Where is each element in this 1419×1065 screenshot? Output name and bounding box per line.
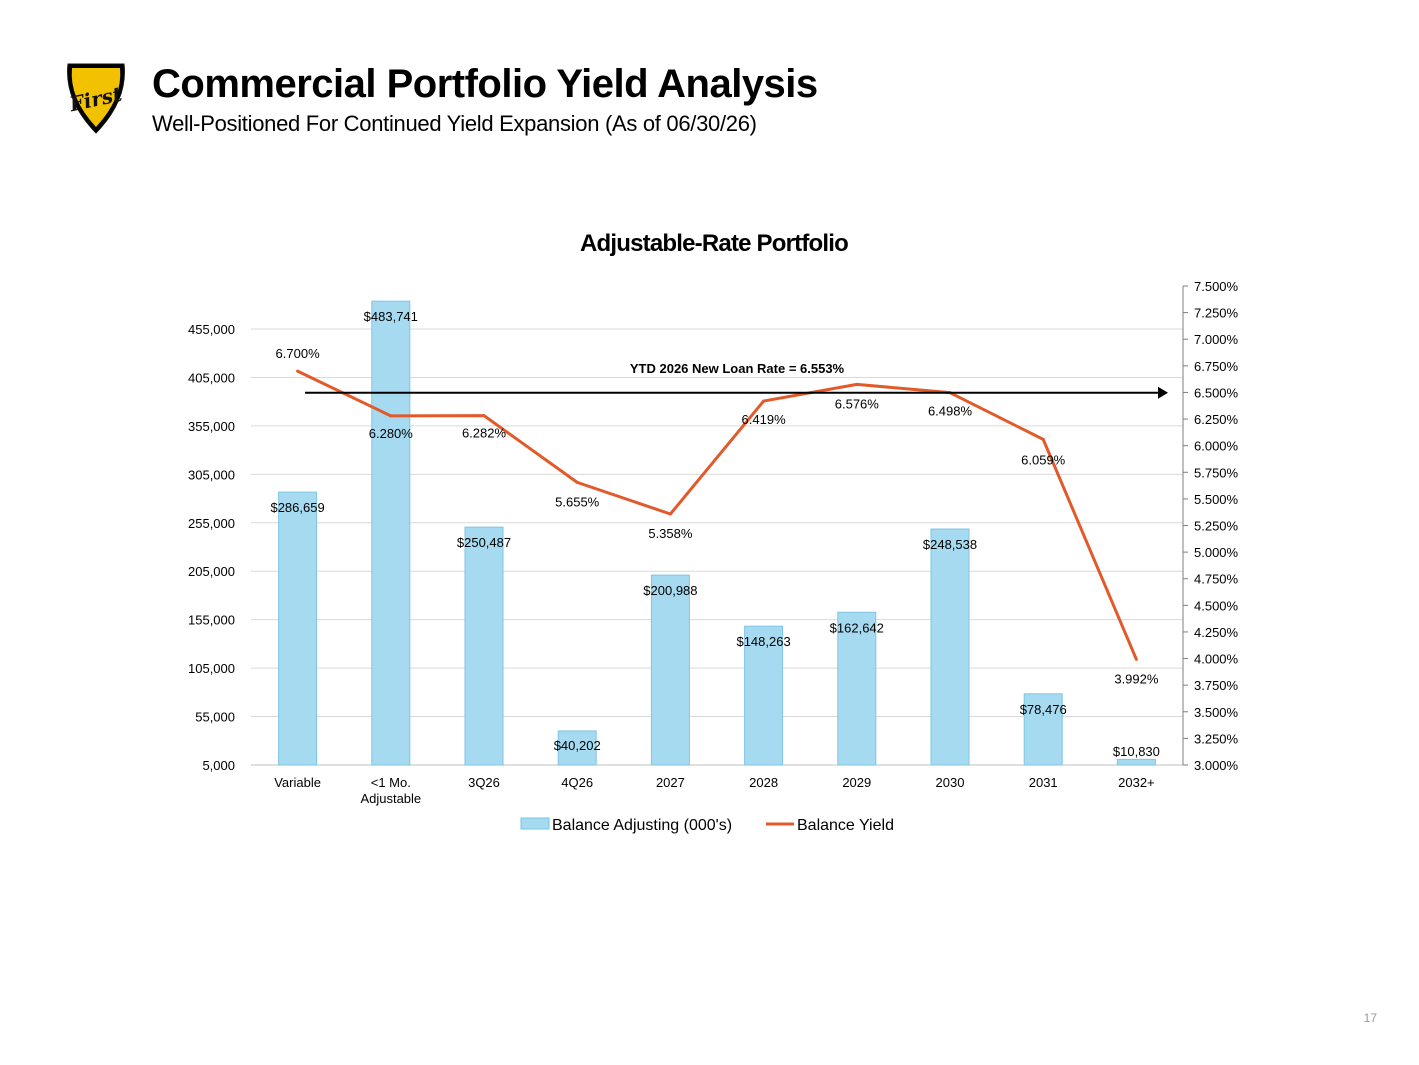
bar-data-label: $200,988 [643,583,697,598]
x-tick-label: <1 Mo. [371,775,411,790]
first-logo: First [66,63,125,134]
y-left-tick-label: 5,000 [202,758,235,773]
yield-point [296,369,300,373]
y-left-tick-label: 455,000 [188,322,235,337]
y-left-tick-label: 55,000 [195,710,235,725]
y-right-tick-label: 7.500% [1194,279,1239,294]
line-data-label: 6.576% [835,396,880,411]
yield-point [575,480,579,484]
y-left-tick-label: 205,000 [188,564,235,579]
y-right-tick-label: 7.250% [1194,306,1239,321]
y-right-tick-label: 4.000% [1194,652,1239,667]
yield-point [389,414,393,418]
legend-bar-swatch [520,817,550,830]
x-tick-label: 4Q26 [561,775,593,790]
y-right-tick-label: 3.750% [1194,678,1239,693]
yield-point [1134,657,1138,661]
bar [1116,758,1156,766]
x-tick-label: 2032+ [1118,775,1155,790]
x-tick-label: Variable [274,775,321,790]
y-left-tick-label: 355,000 [188,419,235,434]
y-left-tick-label: 405,000 [188,370,235,385]
y-right-tick-label: 4.500% [1194,598,1239,613]
bar-data-label: $248,538 [923,537,977,552]
y-left-tick-label: 255,000 [188,516,235,531]
line-data-label: 6.059% [1021,452,1066,467]
x-tick-label: 2029 [842,775,871,790]
page-number: 17 [1363,1011,1377,1025]
line-data-label: 6.282% [462,426,507,441]
line-data-label: 6.700% [276,346,321,361]
line-data-label: 6.419% [742,412,787,427]
x-tick-label: 2030 [936,775,965,790]
bar-data-label: $162,642 [830,620,884,635]
y-right-tick-label: 4.250% [1194,625,1239,640]
line-data-label: 3.992% [1114,671,1159,686]
x-tick-label: 2027 [656,775,685,790]
bar [1023,693,1063,766]
bar-data-label: $483,741 [364,309,418,324]
y-right-tick-label: 3.000% [1194,758,1239,773]
yield-point [668,512,672,516]
bar-data-label: $78,476 [1020,702,1067,717]
bar [744,625,784,766]
yield-point [855,382,859,386]
y-right-tick-label: 6.750% [1194,359,1239,374]
line-data-label: 5.655% [555,494,600,509]
y-left-tick-label: 305,000 [188,467,235,482]
yield-point [482,414,486,418]
line-data-label: 6.498% [928,404,973,419]
bar-data-label: $148,263 [736,634,790,649]
y-right-tick-label: 6.000% [1194,439,1239,454]
page-subtitle: Well-Positioned For Continued Yield Expa… [152,111,757,136]
x-tick-label: Adjustable [360,791,421,806]
x-tick-label: 2031 [1029,775,1058,790]
reference-arrowhead [1158,386,1168,399]
bar-data-label: $250,487 [457,535,511,550]
bar [557,730,597,766]
bar [464,526,504,766]
bar [650,574,690,766]
bar [278,491,318,766]
y-left-tick-label: 105,000 [188,661,235,676]
y-left-tick-label: 155,000 [188,613,235,628]
chart-title: Adjustable-Rate Portfolio [580,230,848,257]
y-right-tick-label: 5.000% [1194,545,1239,560]
yield-point [762,399,766,403]
y-right-tick-label: 5.250% [1194,519,1239,534]
y-right-tick-label: 5.500% [1194,492,1239,507]
y-right-tick-label: 6.250% [1194,412,1239,427]
bar [371,300,411,766]
reference-line-label: YTD 2026 New Loan Rate = 6.553% [630,361,845,376]
y-right-tick-label: 3.250% [1194,731,1239,746]
x-tick-label: 3Q26 [468,775,500,790]
bar-data-label: $40,202 [554,738,601,753]
legend-line-label: Balance Yield [797,817,894,834]
x-tick-label: 2028 [749,775,778,790]
page-title: Commercial Portfolio Yield Analysis [152,62,818,106]
bar-data-label: $286,659 [270,500,324,515]
y-right-tick-label: 3.500% [1194,705,1239,720]
yield-point [1041,437,1045,441]
y-right-tick-label: 5.750% [1194,465,1239,480]
bar [837,611,877,766]
bar [930,528,970,766]
bar-data-label: $10,830 [1113,744,1160,759]
line-data-label: 5.358% [648,526,693,541]
line-data-label: 6.280% [369,426,414,441]
y-right-tick-label: 4.750% [1194,572,1239,587]
balance-yield-line [296,369,1138,660]
y-right-tick-label: 7.000% [1194,332,1239,347]
y-right-tick-label: 6.500% [1194,385,1239,400]
legend-bar-label: Balance Adjusting (000's) [552,817,732,834]
